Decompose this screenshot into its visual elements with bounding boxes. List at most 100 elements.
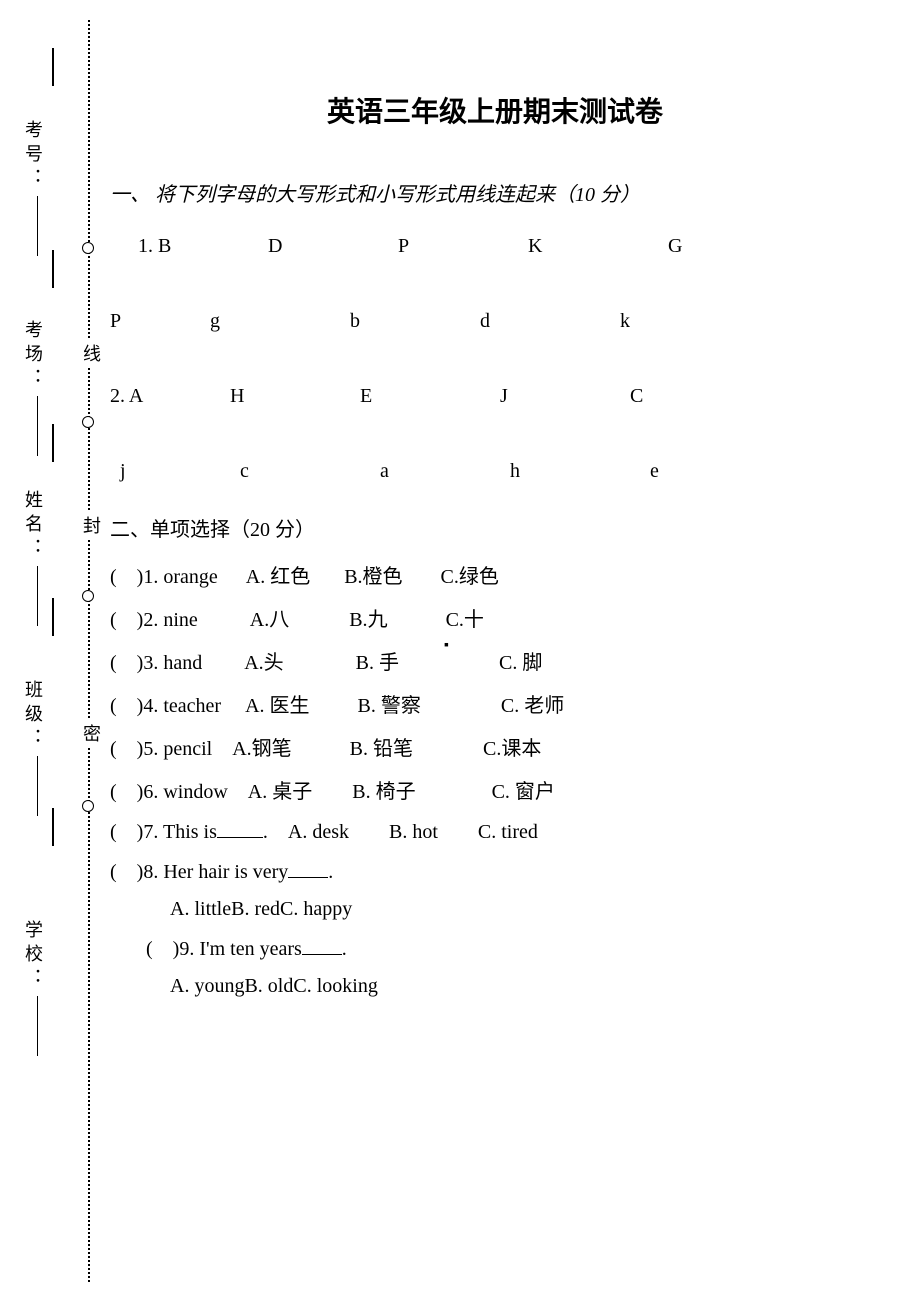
opt-b: 警察 (381, 695, 421, 717)
q-num: 4 (143, 695, 153, 717)
binding-label-room: 考场： (20, 320, 46, 456)
letter-cell: c (240, 460, 380, 483)
binding-strip: 线 封 密 考号： 考场： 姓名： 班级： 学校： (0, 0, 100, 1302)
letter-cell: D (268, 235, 398, 258)
options-row: A. youngB. oldC. looking (170, 975, 880, 998)
section2-heading: 二、单项选择（20 分） (110, 513, 880, 542)
opt-c: happy (303, 898, 352, 920)
letter-cell: e (650, 460, 659, 483)
q-stem: pencil (163, 738, 212, 760)
opt-a: little (194, 898, 231, 920)
letter-cell: E (360, 385, 500, 408)
binding-circle (82, 800, 94, 812)
question-row: ( )9. I'm ten years. (146, 935, 880, 961)
q-num: 2 (143, 609, 153, 631)
opt-b: 铅笔 (373, 738, 413, 760)
letter-cell: j (120, 460, 240, 483)
binding-short-bar (52, 250, 54, 288)
question-row: ( )2. nineA.八B.九C.十 (110, 603, 880, 632)
q-num: 3 (143, 652, 153, 674)
question-row: ( )1. orangeA. 红色B.橙色C.绿色 (110, 560, 880, 589)
letter-cell: b (350, 310, 480, 333)
seal-char-mi: 密 (78, 720, 104, 746)
opt-a: 钢笔 (252, 738, 292, 760)
letter-cell: 2. A (110, 385, 230, 408)
binding-label-name: 姓名： (20, 490, 46, 626)
binding-label-class: 班级： (20, 680, 46, 816)
q-stem: window (163, 781, 227, 803)
stray-dot: ▪ (444, 638, 449, 654)
opt-c: tired (501, 821, 538, 843)
seal-char-feng: 封 (78, 512, 104, 538)
q-num: 1 (143, 566, 153, 588)
binding-short-bar (52, 48, 54, 86)
opt-b: 橙色 (363, 566, 403, 588)
options-row: A. littleB. redC. happy (170, 898, 880, 921)
binding-dotted-line (88, 20, 90, 1282)
section1-row1-lower: P g b d k (110, 310, 880, 333)
q-stem: )9. I'm ten years (173, 938, 302, 960)
opt-a: young (194, 975, 244, 997)
q-stem: )7. This is (137, 821, 217, 843)
opt-a: 头 (264, 652, 284, 674)
page-title: 英语三年级上册期末测试卷 (110, 90, 880, 130)
q-stem: hand (163, 652, 202, 674)
question-row: ( )3. handA.头B. 手C. 脚 (110, 646, 880, 675)
letter-cell: P (398, 235, 528, 258)
section1-heading: 一、 将下列字母的大写形式和小写形式用线连起来（10 分） (110, 178, 880, 207)
opt-b: hot (412, 821, 438, 843)
binding-label-text: 考场： (23, 320, 43, 392)
seal-char-xian: 线 (78, 340, 104, 366)
letter-cell: K (528, 235, 668, 258)
opt-a: 八 (269, 609, 289, 631)
letter-cell: d (480, 310, 620, 333)
binding-circle (82, 416, 94, 428)
opt-a: desk (312, 821, 349, 843)
binding-label-number: 考号： (20, 120, 46, 256)
letter-cell: h (510, 460, 650, 483)
opt-c: 课本 (501, 738, 541, 760)
letter-cell: H (230, 385, 360, 408)
binding-label-text: 姓名： (23, 490, 43, 562)
question-row: ( )8. Her hair is very. (110, 858, 880, 884)
letter-cell: a (380, 460, 510, 483)
question-row: ( )6. windowA. 桌子B. 椅子C. 窗户 (110, 775, 880, 804)
section1-row2-upper: 2. A H E J C (110, 385, 880, 408)
binding-short-bar (52, 598, 54, 636)
section1-row1-upper: 1. B D P K G (138, 235, 880, 258)
letter-cell: G (668, 235, 682, 258)
q-stem: )8. Her hair is very (137, 861, 289, 883)
opt-c: 老师 (524, 695, 564, 717)
letter-cell: P (110, 310, 210, 333)
letter-cell: C (630, 385, 643, 408)
question-row: ( )7. This is.A. deskB. hotC. tired (110, 818, 880, 844)
opt-a: 桌子 (272, 781, 312, 803)
binding-circle (82, 590, 94, 602)
opt-c: looking (317, 975, 378, 997)
binding-label-text: 学校： (23, 920, 43, 992)
binding-short-bar (52, 424, 54, 462)
opt-b: old (268, 975, 294, 997)
opt-c: 脚 (522, 652, 542, 674)
opt-b: 九 (368, 609, 388, 631)
binding-short-bar (52, 808, 54, 846)
opt-b: 椅子 (376, 781, 416, 803)
section1-row2-lower: j c a h e (120, 460, 880, 483)
page-content: 英语三年级上册期末测试卷 一、 将下列字母的大写形式和小写形式用线连起来（10 … (110, 90, 880, 1012)
letter-cell: J (500, 385, 630, 408)
opt-c: 窗户 (515, 781, 555, 803)
opt-b: red (254, 898, 280, 920)
binding-label-text: 班级： (23, 680, 43, 752)
q-stem: orange (163, 566, 217, 588)
binding-circle (82, 242, 94, 254)
binding-label-text: 考号： (23, 120, 43, 192)
question-row: ( )5. pencilA.钢笔B. 铅笔C.课本 (110, 732, 880, 761)
letter-cell: g (210, 310, 350, 333)
question-row: ( )4. teacherA. 医生B. 警察C. 老师 (110, 689, 880, 718)
opt-a: 红色 (270, 566, 310, 588)
binding-label-school: 学校： (20, 920, 46, 1056)
opt-a: 医生 (270, 695, 310, 717)
q-stem: teacher (163, 695, 221, 717)
q-stem: nine (163, 609, 197, 631)
letter-cell: k (620, 310, 630, 333)
